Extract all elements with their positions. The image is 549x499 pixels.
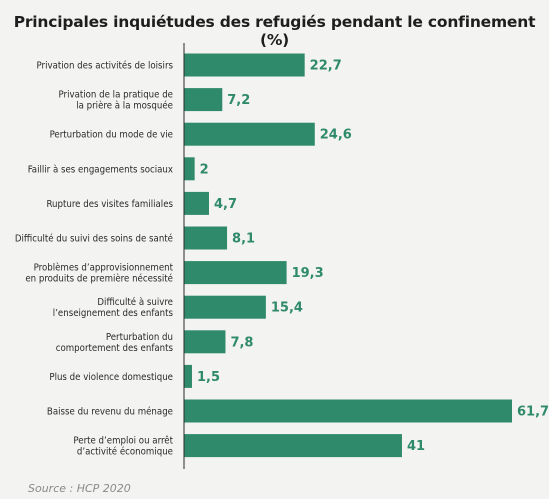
value-label: 41 <box>407 439 425 454</box>
value-label: 2 <box>200 162 209 177</box>
category-label: Perte d’emploi ou arrêt d’activité économ… <box>73 435 173 458</box>
value-label: 61,7 <box>517 405 549 420</box>
bar <box>184 295 266 319</box>
value-label: 24,6 <box>320 128 352 143</box>
category-label: Plus de violence domestique <box>49 372 173 383</box>
value-label: 4,7 <box>214 197 237 212</box>
category-label: Faillir à ses engagements sociaux <box>28 163 173 175</box>
bar <box>184 122 315 146</box>
source-note: Source : HCP 2020 <box>28 482 131 495</box>
bar <box>184 226 228 250</box>
category-label: Difficulté à suivre l’enseignement des en… <box>53 296 174 319</box>
category-label: Privation des activités de loisirs <box>37 60 174 72</box>
value-label: 7,2 <box>227 93 250 108</box>
value-label: 15,4 <box>271 301 303 316</box>
category-label: Privation de la pratique de la prière à l… <box>58 90 173 112</box>
category-label: Perturbation du comportement des enfants <box>56 332 174 354</box>
bar <box>184 191 209 215</box>
bar <box>184 434 402 458</box>
bar <box>184 364 192 388</box>
bar <box>184 399 512 423</box>
value-label: 22,7 <box>310 59 342 74</box>
bars-layer <box>184 53 512 458</box>
bar <box>184 157 195 181</box>
category-label: Perturbation du mode de vie <box>50 130 173 141</box>
value-label: 7,8 <box>230 335 253 350</box>
chart-title: Principales inquiétudes des refugiés pen… <box>13 13 536 49</box>
bar <box>184 88 223 112</box>
category-label: Baisse du revenu du ménage <box>47 406 173 418</box>
bar <box>184 261 287 285</box>
value-label: 1,5 <box>197 370 220 385</box>
category-labels-layer: Privation des activités de loisirs Privat… <box>15 60 174 458</box>
bar <box>184 330 226 354</box>
category-label: Difficulté du suivi des soins de santé <box>15 233 173 245</box>
bar <box>184 53 305 77</box>
value-label: 8,1 <box>232 232 255 247</box>
value-labels-layer: 22,7 7,2 24,6 2 4,7 8,1 19,3 15,4 7,8 1,5 61,7 41 <box>197 59 549 455</box>
category-label: Rupture des visites familiales <box>46 199 173 210</box>
value-label: 19,3 <box>292 266 324 281</box>
category-label: Problèmes d’approvisionnement en produits… <box>25 262 173 285</box>
